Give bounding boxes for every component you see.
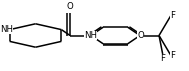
Text: O: O	[137, 31, 144, 40]
Text: O: O	[67, 2, 73, 11]
Text: NH: NH	[0, 25, 13, 34]
Text: NH: NH	[84, 31, 97, 40]
Text: F: F	[160, 54, 165, 63]
Text: F: F	[170, 11, 175, 20]
Text: F: F	[170, 51, 175, 60]
